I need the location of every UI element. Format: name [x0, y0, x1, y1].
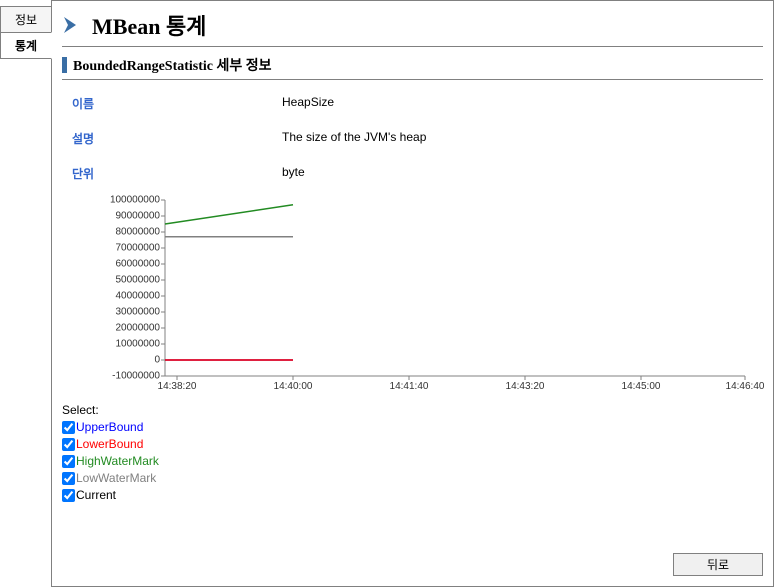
x-tick-label: 14:43:20	[506, 381, 545, 392]
series-label: HighWaterMark	[76, 453, 159, 470]
y-tick-label: 30000000	[116, 307, 161, 318]
series-label: LowWaterMark	[76, 470, 156, 487]
prop-row-desc: 설명 The size of the JVM's heap	[72, 130, 763, 147]
select-title: Select:	[62, 403, 763, 417]
prop-desc-value: The size of the JVM's heap	[282, 130, 426, 147]
x-tick-label: 14:38:20	[158, 381, 197, 392]
series-label: UpperBound	[76, 419, 143, 436]
y-axis-labels: 1000000009000000080000000700000006000000…	[62, 200, 160, 376]
section-title: BoundedRangeStatistic 세부 정보	[73, 55, 272, 75]
x-axis-labels: 14:38:2014:40:0014:41:4014:43:2014:45:00…	[165, 379, 745, 393]
series-checkbox[interactable]	[62, 472, 75, 485]
y-tick-label: 70000000	[116, 243, 161, 254]
properties: 이름 HeapSize 설명 The size of the JVM's hea…	[62, 95, 763, 182]
series-select: Select: UpperBoundLowerBoundHighWaterMar…	[62, 403, 763, 504]
tab-info[interactable]: 정보	[0, 6, 52, 33]
series-checkbox-row[interactable]: UpperBound	[62, 419, 763, 436]
arrow-icon	[62, 15, 82, 35]
series-checkbox-row[interactable]: LowWaterMark	[62, 470, 763, 487]
main-panel: MBean 통계 BoundedRangeStatistic 세부 정보 이름 …	[51, 0, 774, 587]
series-label: LowerBound	[76, 436, 143, 453]
series-checkbox[interactable]	[62, 421, 75, 434]
series-checkbox-row[interactable]: HighWaterMark	[62, 453, 763, 470]
prop-desc-label: 설명	[72, 130, 282, 147]
x-tick-label: 14:46:40	[726, 381, 765, 392]
series-checkbox[interactable]	[62, 489, 75, 502]
series-checkbox[interactable]	[62, 438, 75, 451]
y-tick-label: 60000000	[116, 259, 161, 270]
y-tick-label: 80000000	[116, 227, 161, 238]
y-tick-label: 90000000	[116, 211, 161, 222]
title-row: MBean 통계	[62, 9, 763, 47]
prop-name-value: HeapSize	[282, 95, 334, 112]
x-tick-label: 14:40:00	[274, 381, 313, 392]
series-label: Current	[76, 487, 116, 504]
chart-area: 1000000009000000080000000700000006000000…	[62, 200, 763, 393]
prop-unit-label: 단위	[72, 165, 282, 182]
page-title: MBean 통계	[92, 9, 206, 41]
series-checkbox-row[interactable]: LowerBound	[62, 436, 763, 453]
y-tick-label: 10000000	[116, 339, 161, 350]
y-tick-label: 20000000	[116, 323, 161, 334]
y-tick-label: -10000000	[112, 371, 160, 382]
prop-row-name: 이름 HeapSize	[72, 95, 763, 112]
y-tick-label: 0	[154, 355, 160, 366]
bar-icon	[62, 57, 67, 73]
y-tick-label: 100000000	[110, 195, 160, 206]
series-checkbox-row[interactable]: Current	[62, 487, 763, 504]
checkbox-list: UpperBoundLowerBoundHighWaterMarkLowWate…	[62, 419, 763, 504]
x-tick-label: 14:41:40	[390, 381, 429, 392]
x-tick-label: 14:45:00	[622, 381, 661, 392]
series-checkbox[interactable]	[62, 455, 75, 468]
y-tick-label: 40000000	[116, 291, 161, 302]
section-header: BoundedRangeStatistic 세부 정보	[62, 55, 763, 80]
prop-row-unit: 단위 byte	[72, 165, 763, 182]
chart-svg	[165, 200, 745, 376]
left-tabs: 정보 통계	[0, 0, 52, 587]
prop-name-label: 이름	[72, 95, 282, 112]
y-tick-label: 50000000	[116, 275, 161, 286]
back-button[interactable]: 뒤로	[673, 553, 763, 576]
prop-unit-value: byte	[282, 165, 305, 182]
app-container: 정보 통계 MBean 통계 BoundedRangeStatistic 세부 …	[0, 0, 774, 587]
chart-plot	[165, 200, 763, 379]
tab-stats[interactable]: 통계	[0, 32, 52, 59]
